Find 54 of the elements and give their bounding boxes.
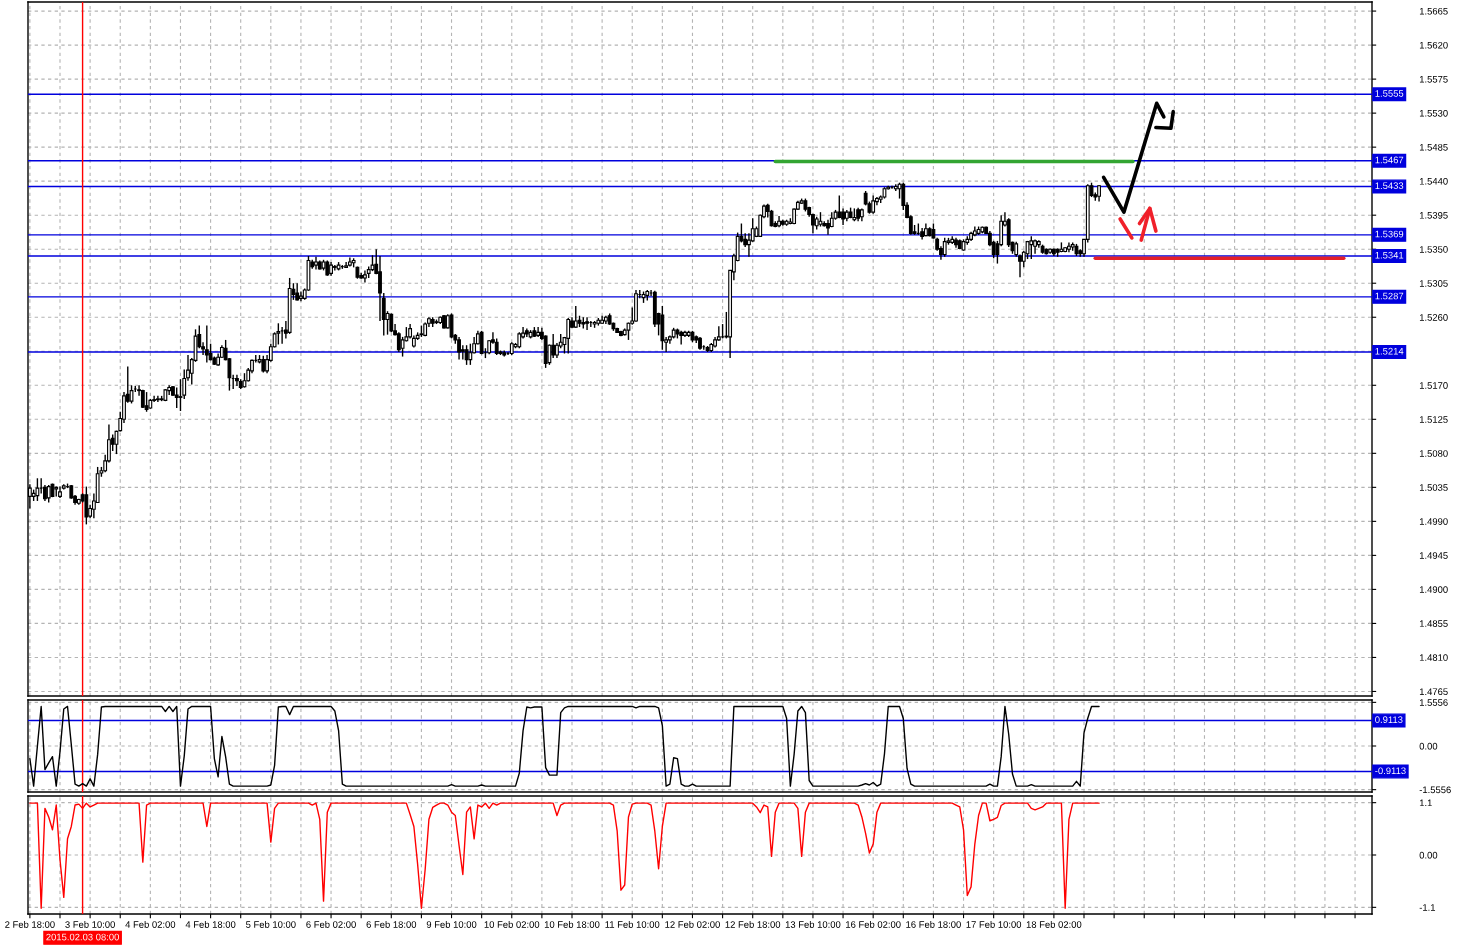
y-tick-label: -1.1: [1419, 904, 1436, 911]
x-tick-label: 16 Feb 18:00: [906, 920, 961, 928]
y-tick-label: 1.4900: [1419, 586, 1448, 593]
x-tick-label: 13 Feb 10:00: [785, 920, 841, 928]
y-tick-label: 1.5305: [1419, 280, 1448, 287]
y-tick-label: 1.4765: [1419, 688, 1448, 695]
ref-line-label: 1.5555: [1375, 90, 1404, 97]
y-tick-label: 1.5620: [1419, 41, 1448, 49]
y-tick-label: 1.5575: [1419, 76, 1448, 83]
y-tick-label: 1.5035: [1419, 484, 1448, 491]
x-tick-label: 4 Feb 18:00: [185, 920, 236, 928]
x-tick-label: 12 Feb 02:00: [665, 920, 720, 928]
y-tick-label: 0.00: [1419, 742, 1438, 750]
y-tick-label: 0.00: [1419, 851, 1438, 859]
x-tick-label: 6 Feb 18:00: [366, 920, 417, 928]
x-tick-label: 16 Feb 02:00: [846, 920, 901, 928]
x-tick-label: 12 Feb 18:00: [725, 920, 781, 928]
x-tick-label: 18 Feb 02:00: [1026, 920, 1082, 928]
x-tick-label: 5 Feb 10:00: [246, 920, 296, 928]
y-tick-label: 1.4855: [1419, 620, 1448, 627]
y-tick-label: 1.5350: [1419, 246, 1448, 253]
y-tick-label: 1.5260: [1419, 314, 1448, 321]
y-tick-label: 1.5125: [1419, 416, 1448, 423]
x-tick-label: 2 Feb 18:00: [5, 920, 55, 928]
ref-line-label: 1.5214: [1375, 347, 1404, 355]
y-tick-label: 1.4945: [1419, 552, 1448, 559]
ref-line-label: 1.5341: [1375, 251, 1404, 259]
y-tick-label: -1.5556: [1419, 786, 1451, 794]
y-tick-label: 1.5665: [1419, 7, 1448, 15]
y-tick-label: 1.5530: [1419, 109, 1448, 117]
x-tick-label: 17 Feb 10:00: [966, 920, 1022, 928]
ref-line-label: 1.5369: [1375, 230, 1404, 238]
x-tick-label: 10 Feb 02:00: [484, 920, 540, 928]
y-tick-label: 1.5395: [1419, 212, 1448, 219]
x-tick-label: 4 Feb 02:00: [125, 920, 176, 928]
y-tick-label: 1.5556: [1419, 699, 1448, 706]
ref-line-label: -0.9113: [1375, 767, 1406, 775]
y-tick-label: 1.1: [1419, 799, 1432, 807]
y-tick-label: 1.4990: [1419, 518, 1448, 525]
ref-line-label: 1.5287: [1375, 292, 1404, 300]
ref-line-label: 1.5433: [1375, 182, 1404, 189]
y-tick-label: 1.5080: [1419, 450, 1448, 457]
x-tick-label: 9 Feb 10:00: [426, 920, 477, 928]
ref-line-label: 1.5467: [1375, 156, 1404, 164]
x-tick-label: 10 Feb 18:00: [544, 920, 600, 928]
ref-line-label: 0.9113: [1375, 716, 1403, 723]
x-tick-label: 2015.02.03 08:00: [46, 933, 119, 941]
y-tick-label: 1.5170: [1419, 382, 1448, 389]
y-tick-label: 1.4810: [1419, 654, 1448, 661]
x-tick-label: 11 Feb 10:00: [605, 920, 660, 928]
x-tick-label: 3 Feb 10:00: [65, 920, 115, 928]
y-tick-label: 1.5440: [1419, 178, 1448, 185]
x-tick-label: 6 Feb 02:00: [306, 920, 356, 928]
y-tick-label: 1.5485: [1419, 143, 1448, 151]
